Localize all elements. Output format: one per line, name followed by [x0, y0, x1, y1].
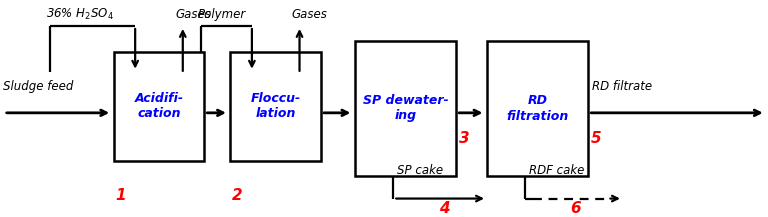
Text: 5: 5 [591, 131, 601, 146]
Text: 4: 4 [439, 201, 449, 216]
Bar [355, 41, 456, 176]
Text: Gases: Gases [175, 8, 211, 21]
Text: Polymer: Polymer [197, 8, 246, 21]
Text: RD
filtration: RD filtration [506, 94, 569, 123]
Text: 6: 6 [571, 201, 581, 216]
Text: Acidifi-
cation: Acidifi- cation [134, 92, 184, 120]
Text: RDF cake: RDF cake [529, 164, 584, 177]
Text: RD filtrate: RD filtrate [592, 80, 652, 93]
Text: SP cake: SP cake [397, 164, 443, 177]
Text: 36% H$_2$SO$_4$: 36% H$_2$SO$_4$ [46, 7, 114, 22]
Text: 1: 1 [115, 188, 126, 203]
Bar [114, 52, 204, 161]
Text: Gases: Gases [292, 8, 328, 21]
Text: SP dewater-
ing: SP dewater- ing [362, 94, 449, 123]
Text: 2: 2 [232, 188, 243, 203]
Bar [487, 41, 588, 176]
Text: Sludge feed: Sludge feed [3, 80, 74, 93]
Bar [230, 52, 321, 161]
Text: 3: 3 [458, 131, 469, 146]
Text: Floccu-
lation: Floccu- lation [250, 92, 301, 120]
